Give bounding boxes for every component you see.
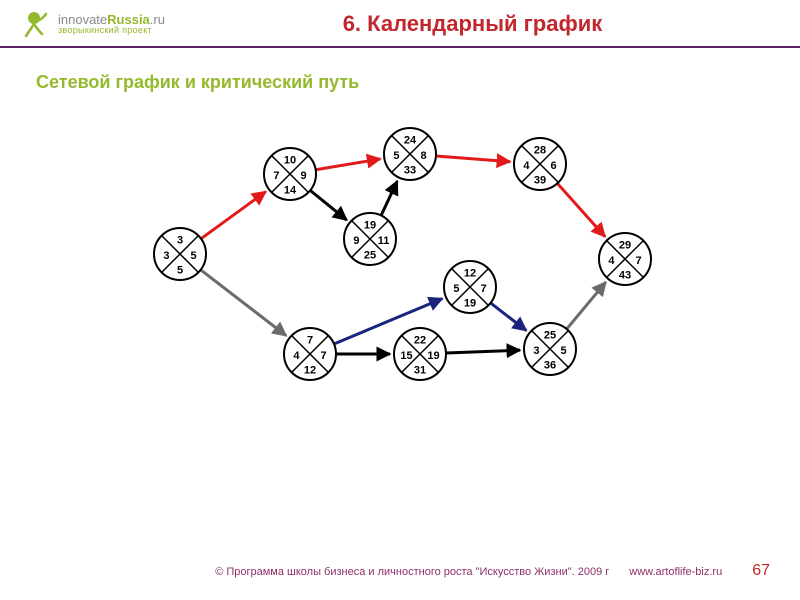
logo: innovateRussia.ru зворыкинский проект (20, 8, 165, 40)
page-title: 6. Календарный график (165, 11, 780, 37)
edge (381, 181, 397, 215)
node-value: 8 (420, 150, 426, 162)
node-value: 39 (534, 175, 546, 187)
node-value: 7 (307, 334, 313, 346)
node: 25 36 3 5 (524, 323, 576, 375)
node-value: 9 (353, 235, 359, 247)
node: 10 14 7 9 (264, 148, 316, 200)
edge (491, 303, 527, 331)
node: 28 39 4 6 (514, 138, 566, 190)
edge (557, 183, 605, 236)
node-value: 7 (635, 255, 641, 267)
node-value: 19 (427, 350, 439, 362)
node-value: 28 (534, 144, 546, 156)
node-value: 12 (464, 267, 476, 279)
node-value: 4 (523, 160, 530, 172)
node-value: 19 (364, 219, 376, 231)
edge (446, 350, 520, 353)
footer: © Программа школы бизнеса и личностного … (215, 562, 770, 580)
node-value: 3 (163, 250, 169, 262)
node-value: 43 (619, 270, 631, 282)
node-value: 10 (284, 154, 296, 166)
node-value: 25 (544, 329, 556, 341)
node-value: 12 (304, 365, 316, 377)
edge (436, 156, 510, 162)
node: 71247 (284, 328, 336, 380)
node-value: 5 (177, 265, 183, 277)
node-value: 29 (619, 239, 631, 251)
node-value: 15 (400, 350, 412, 362)
node-value: 24 (404, 134, 417, 146)
monkey-icon (20, 8, 52, 40)
node-value: 5 (190, 250, 196, 262)
logo-tld: .ru (150, 12, 165, 27)
edge (201, 192, 266, 239)
node-value: 25 (364, 250, 376, 262)
node-value: 5 (453, 283, 459, 295)
node-value: 6 (550, 160, 556, 172)
node-value: 31 (414, 365, 426, 377)
node-value: 9 (300, 170, 306, 182)
node-value: 4 (608, 255, 615, 267)
node-value: 4 (293, 350, 300, 362)
node-value: 7 (273, 170, 279, 182)
node: 24 33 5 8 (384, 128, 436, 180)
edge (316, 159, 381, 170)
node-value: 7 (480, 283, 486, 295)
header: innovateRussia.ru зворыкинский проект 6.… (0, 0, 800, 40)
node-value: 3 (533, 345, 539, 357)
copyright: © Программа школы бизнеса и личностного … (215, 566, 609, 578)
node-value: 14 (284, 185, 297, 197)
node-value: 19 (464, 298, 476, 310)
node: 22 3115 19 (394, 328, 446, 380)
edge (567, 282, 606, 329)
page-number: 67 (752, 562, 770, 580)
network-diagram: 3535101479192591124335828394629434771247… (120, 109, 680, 409)
node: 29 43 4 7 (599, 233, 651, 285)
logo-tagline: зворыкинский проект (58, 26, 165, 35)
footer-url: www.artoflife-biz.ru (629, 566, 722, 578)
node-value: 5 (560, 345, 566, 357)
node: 3535 (154, 228, 206, 280)
node-value: 11 (378, 235, 390, 247)
edge (310, 190, 347, 220)
node-value: 33 (404, 165, 416, 177)
node-value: 5 (393, 150, 399, 162)
edge (201, 270, 287, 336)
node-value: 3 (177, 234, 183, 246)
node: 12 19 5 7 (444, 261, 496, 313)
node: 19 25 9 11 (344, 213, 396, 265)
node-value: 7 (320, 350, 326, 362)
node-value: 36 (544, 360, 556, 372)
subtitle: Сетевой график и критический путь (36, 72, 800, 93)
divider (0, 46, 800, 48)
node-value: 22 (414, 334, 426, 346)
